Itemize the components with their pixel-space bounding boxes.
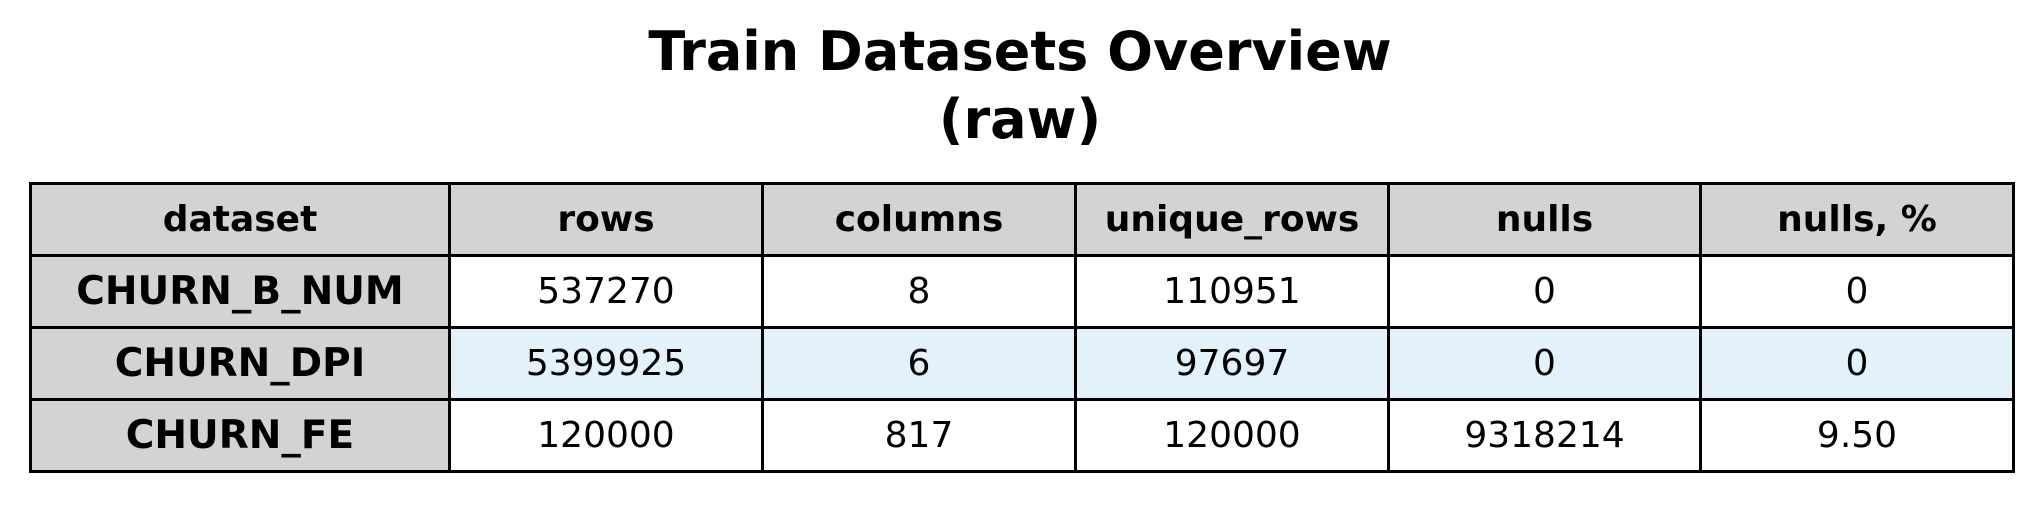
table-cell: 5399925: [448, 326, 764, 401]
table-cell: 817: [761, 398, 1077, 473]
table-cell: 0: [1699, 326, 2015, 401]
table-cell: 120000: [448, 398, 764, 473]
table-cell: 110951: [1074, 254, 1390, 329]
column-header-nulls: nulls: [1387, 182, 1702, 257]
chart-title: Train Datasets Overview (raw): [0, 18, 2040, 154]
table-cell: 120000: [1074, 398, 1390, 473]
row-label: CHURN_B_NUM: [29, 254, 451, 329]
table-cell: 9.50: [1699, 398, 2015, 473]
column-header-dataset: dataset: [29, 182, 451, 257]
header-row: dataset rows columns unique_rows nulls n…: [29, 182, 2015, 257]
table-cell: 6: [761, 326, 1077, 401]
title-line-2: (raw): [938, 88, 1102, 151]
table-cell: 537270: [448, 254, 764, 329]
column-header-unique-rows: unique_rows: [1074, 182, 1390, 257]
column-header-nulls-percent: nulls, %: [1699, 182, 2015, 257]
table-cell: 0: [1387, 254, 1702, 329]
column-header-columns: columns: [761, 182, 1077, 257]
row-label: CHURN_FE: [29, 398, 451, 473]
row-label: CHURN_DPI: [29, 326, 451, 401]
table-row: CHURN_FE 120000 817 120000 9318214 9.50: [29, 398, 2015, 473]
table-cell: 9318214: [1387, 398, 1702, 473]
table-row: CHURN_DPI 5399925 6 97697 0 0: [29, 326, 2015, 401]
table-cell: 0: [1387, 326, 1702, 401]
datasets-overview-table: dataset rows columns unique_rows nulls n…: [29, 182, 2015, 473]
table-cell: 0: [1699, 254, 2015, 329]
table-cell: 97697: [1074, 326, 1390, 401]
title-line-1: Train Datasets Overview: [648, 20, 1392, 83]
table-row: CHURN_B_NUM 537270 8 110951 0 0: [29, 254, 2015, 329]
table-cell: 8: [761, 254, 1077, 329]
column-header-rows: rows: [448, 182, 764, 257]
